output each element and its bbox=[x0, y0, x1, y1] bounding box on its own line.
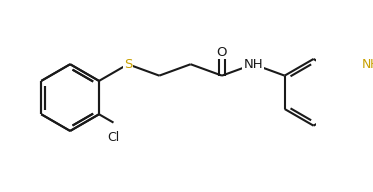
Text: O: O bbox=[217, 46, 227, 59]
Text: Cl: Cl bbox=[107, 131, 120, 144]
Text: NH$_2$: NH$_2$ bbox=[361, 58, 373, 73]
Text: NH: NH bbox=[244, 58, 263, 71]
Text: S: S bbox=[124, 58, 132, 71]
